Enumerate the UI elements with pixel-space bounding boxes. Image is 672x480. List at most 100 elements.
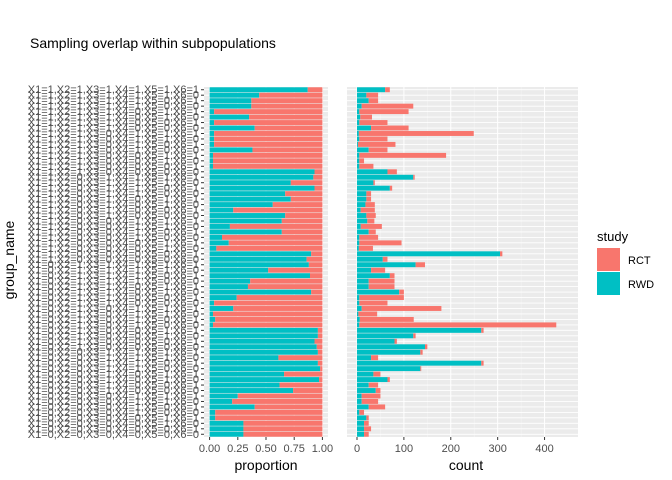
proportion-bar-rwd: [209, 234, 223, 240]
count-bar-rct: [358, 311, 378, 317]
y-tick-label: X1=1,X2=0,X3=1,X4=1,X5=1,X6=0: [28, 177, 199, 189]
count-bar-rct: [385, 87, 390, 93]
y-tick-label: X1=0,X2=0,X3=1,X4=0,X5=0,X6=0: [28, 385, 199, 397]
y-tick-label: X1=1,X2=1,X3=0,X4=1,X5=0,X6=0: [28, 144, 199, 156]
count-panel: 0 100 200 300 400: [347, 87, 578, 455]
count-bar-rct: [366, 196, 372, 202]
proportion-bar-rct: [212, 158, 323, 164]
proportion-bar-rct: [222, 234, 323, 240]
proportion-x-tick-label: 0.25: [227, 443, 248, 455]
count-bar-rct: [359, 163, 374, 169]
proportion-bar-rwd: [209, 98, 252, 104]
count-bar-rct: [366, 92, 379, 98]
y-tick-label: X1=1,X2=0,X3=1,X4=0,X5=1,X6=0: [28, 199, 199, 211]
count-bar-rwd: [357, 404, 369, 410]
y-tick-label: X1=0,X2=0,X3=1,X4=1,X5=1,X6=1: [28, 347, 199, 359]
count-bar-rct: [394, 338, 397, 344]
proportion-bar-rwd: [209, 136, 215, 142]
proportion-bar-rct: [290, 196, 323, 202]
proportion-bar-rwd: [209, 355, 279, 361]
proportion-bar-rwd: [209, 316, 216, 322]
count-bar-rct: [359, 409, 365, 415]
count-bar-rct: [366, 191, 372, 197]
y-tick-label: X1=0,X2=1,X3=1,X4=0,X5=1,X6=0: [28, 287, 199, 299]
proportion-bar-rct: [236, 295, 323, 301]
proportion-bar-rct: [243, 426, 323, 432]
y-tick-label: X1=0,X2=0,X3=0,X4=1,X5=0,X6=1: [28, 401, 199, 413]
y-tick-label: X1=0,X2=0,X3=0,X4=1,X5=1,X6=1: [28, 390, 199, 402]
count-bar-rwd: [357, 103, 362, 109]
y-tick-label: X1=1,X2=1,X3=1,X4=0,X5=0,X6=1: [28, 117, 199, 129]
proportion-bar-rct: [254, 404, 323, 410]
proportion-bar-rct: [212, 322, 323, 328]
proportion-bar-rwd: [209, 196, 291, 202]
y-tick-label: X1=1,X2=1,X3=1,X4=1,X5=0,X6=0: [28, 101, 199, 113]
x-axis-title-count: count: [449, 457, 483, 473]
count-bar-rct: [368, 147, 388, 153]
proportion-bar-rwd: [209, 300, 215, 306]
proportion-bar-rct: [232, 398, 323, 404]
chart-title: Sampling overlap within subpopulations: [30, 35, 276, 51]
proportion-bar-rct: [272, 202, 323, 208]
proportion-bar-rct: [254, 125, 323, 131]
y-tick-label: X1=0,X2=0,X3=1,X4=0,X5=1,X6=0: [28, 374, 199, 386]
proportion-x-tick-label: 0.75: [283, 443, 304, 455]
proportion-bar-rct: [319, 377, 323, 383]
count-bar-rwd: [357, 174, 414, 180]
count-bar-rct: [359, 109, 409, 115]
count-bar-rct: [359, 295, 404, 301]
y-tick-label: X1=1,X2=0,X3=0,X4=1,X5=0,X6=1: [28, 226, 199, 238]
count-bar-rwd: [357, 223, 361, 229]
y-tick-label: X1=1,X2=1,X3=1,X4=1,X5=1,X6=0: [28, 90, 199, 102]
count-bar-rwd: [357, 229, 369, 235]
count-bar-rct: [359, 240, 402, 246]
proportion-bar-rwd: [209, 185, 315, 191]
count-bar-rwd: [357, 377, 388, 383]
count-bar-rct: [368, 98, 379, 104]
count-bar-rct: [413, 174, 415, 180]
proportion-bar-rct: [214, 136, 323, 142]
proportion-bar-rct: [214, 141, 323, 147]
proportion-bar-rct: [281, 218, 323, 224]
proportion-bar-rct: [228, 240, 323, 246]
y-tick-label: X1=1,X2=1,X3=0,X4=0,X5=0,X6=1: [28, 161, 199, 173]
y-tick-label: X1=0,X2=1,X3=0,X4=1,X5=1,X6=1: [28, 303, 199, 315]
y-tick-label: X1=0,X2=1,X3=1,X4=1,X5=0,X6=1: [28, 270, 199, 282]
proportion-bar-rwd: [209, 240, 229, 246]
count-bar-rwd: [357, 141, 358, 147]
count-bar-rwd: [357, 245, 359, 251]
count-bar-rct: [358, 131, 474, 136]
proportion-panel: 0.00 0.25 0.50 0.75 1.00: [199, 87, 333, 455]
proportion-bar-rwd: [209, 267, 269, 273]
y-tick-label: X1=0,X2=1,X3=1,X4=0,X5=0,X6=0: [28, 298, 199, 310]
count-bar-rct: [368, 382, 379, 388]
count-bar-rct: [359, 120, 388, 126]
proportion-bar-rct: [243, 420, 323, 426]
count-bar-rwd: [357, 234, 360, 240]
count-bar-rwd: [357, 98, 369, 104]
count-bar-rwd: [357, 409, 360, 415]
proportion-bar-rwd: [209, 273, 310, 279]
y-axis-title: group_name: [1, 220, 17, 299]
y-tick-label: X1=0,X2=1,X3=1,X4=0,X5=1,X6=1: [28, 281, 199, 293]
y-tick-label: X1=1,X2=0,X3=1,X4=1,X5=0,X6=0: [28, 188, 199, 200]
count-bar-rct: [358, 245, 373, 251]
proportion-bar-rct: [284, 371, 323, 377]
proportion-bar-rwd: [209, 229, 282, 235]
y-tick-label: X1=1,X2=1,X3=0,X4=1,X5=0,X6=1: [28, 139, 199, 151]
count-bar-rwd: [357, 114, 361, 120]
proportion-bar-rwd: [209, 382, 280, 388]
proportion-bar-rwd: [209, 371, 285, 377]
count-bar-rwd: [357, 163, 360, 169]
proportion-bar-rct: [259, 92, 323, 98]
proportion-bar-rwd: [209, 218, 282, 224]
proportion-bar-rct: [306, 256, 323, 262]
count-bar-rwd: [357, 360, 482, 366]
proportion-bar-rwd: [209, 213, 286, 218]
count-bar-rwd: [357, 300, 360, 306]
x-axis-title-proportion: proportion: [234, 457, 297, 473]
proportion-bar-rwd: [209, 92, 260, 98]
count-bar-rct: [368, 229, 376, 235]
y-tick-label: X1=1,X2=0,X3=0,X4=1,X5=1,X6=1: [28, 215, 199, 227]
